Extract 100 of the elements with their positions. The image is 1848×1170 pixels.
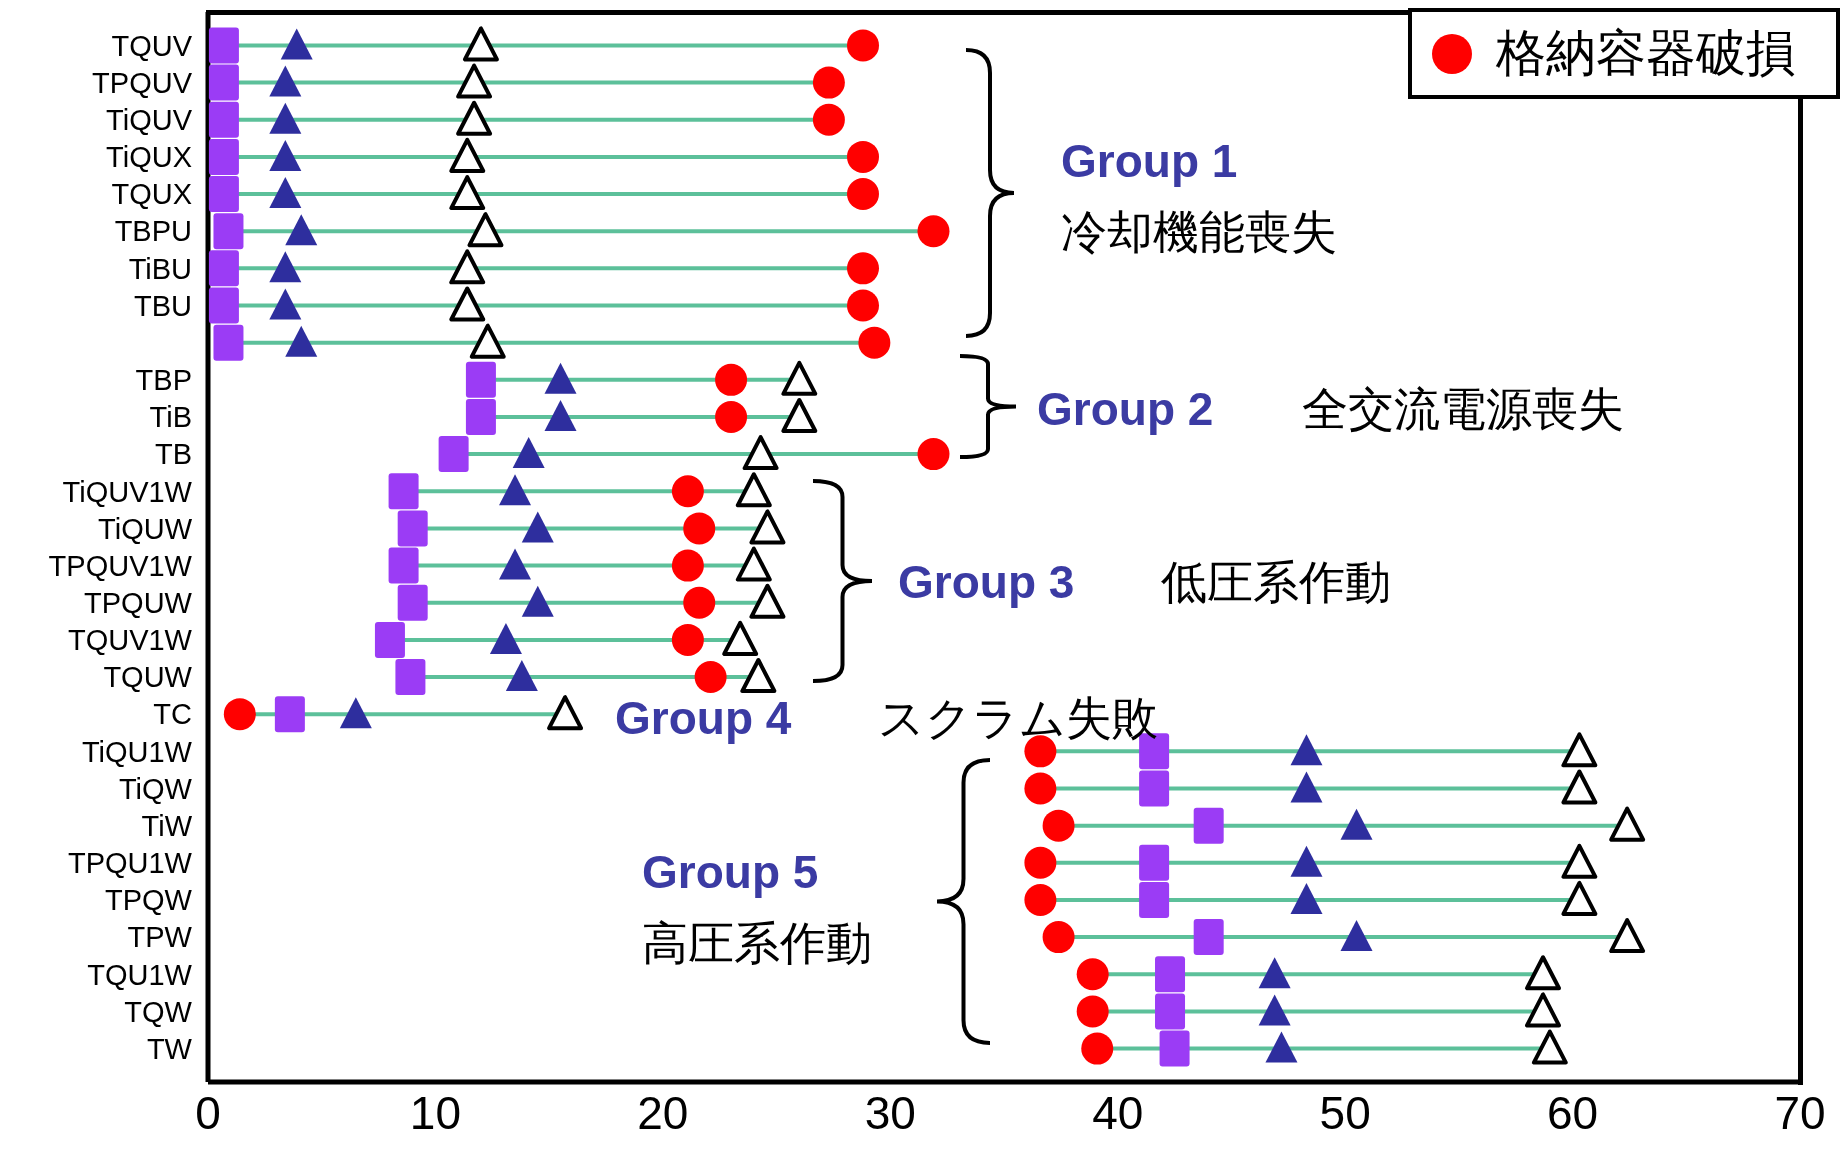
- point: [1024, 772, 1057, 805]
- point: [1340, 920, 1373, 952]
- point: [846, 29, 879, 62]
- point: [1609, 918, 1646, 954]
- point: [1265, 1031, 1298, 1063]
- point: [917, 215, 950, 248]
- point: [547, 695, 584, 731]
- y-tick-label: TiQUV1W: [62, 475, 193, 508]
- point: [269, 288, 302, 320]
- point: [280, 28, 313, 60]
- point: [742, 435, 779, 471]
- point: [1155, 956, 1186, 993]
- y-tick-label: TQUV: [111, 29, 193, 62]
- point: [456, 63, 493, 99]
- point: [846, 178, 879, 211]
- point: [846, 140, 879, 173]
- y-tick-label: TPQUV: [92, 66, 193, 99]
- y-tick-label: TiQUV: [106, 104, 193, 137]
- point: [208, 250, 239, 287]
- point: [512, 437, 545, 469]
- point: [917, 438, 950, 471]
- point: [269, 65, 302, 97]
- y-tick-label: TiBU: [128, 252, 192, 285]
- point: [269, 139, 302, 171]
- point: [521, 585, 554, 617]
- point: [722, 620, 759, 656]
- x-tick-label: 10: [409, 1086, 462, 1139]
- point: [1609, 806, 1646, 842]
- point: [339, 697, 372, 729]
- y-tick-label: TiB: [149, 401, 192, 434]
- point: [489, 622, 522, 654]
- x-tick-label: 20: [637, 1086, 689, 1139]
- y-tick-label: TQW: [124, 995, 193, 1028]
- point: [1561, 880, 1598, 916]
- point: [388, 473, 419, 510]
- point: [499, 474, 532, 506]
- point: [715, 400, 748, 433]
- point: [1525, 992, 1562, 1028]
- annotation: Group 1: [1061, 135, 1238, 187]
- point: [846, 289, 879, 322]
- y-tick-label: TBU: [134, 289, 192, 322]
- point: [223, 698, 256, 731]
- point: [208, 27, 239, 64]
- point: [285, 214, 318, 246]
- point: [749, 583, 786, 619]
- annotation: 高圧系作動: [642, 917, 872, 969]
- x-tick-label: 0: [195, 1086, 221, 1139]
- point: [1561, 769, 1598, 805]
- point: [1525, 955, 1562, 991]
- point: [449, 249, 486, 285]
- point: [456, 100, 493, 136]
- point: [469, 323, 506, 359]
- y-tick-label: TiQW: [118, 772, 193, 805]
- y-tick-label: TiQUX: [106, 141, 192, 174]
- point: [1290, 771, 1323, 803]
- point: [812, 103, 845, 136]
- point: [749, 509, 786, 545]
- point: [735, 472, 772, 508]
- point: [1561, 732, 1598, 768]
- point: [213, 324, 244, 361]
- y-tick-label: TiQU1W: [81, 735, 193, 768]
- point: [1024, 846, 1057, 879]
- y-tick-label: TQUV1W: [67, 624, 193, 657]
- point: [846, 252, 879, 285]
- point: [694, 661, 727, 694]
- point: [1290, 845, 1323, 877]
- y-tick-label: TPQU1W: [67, 847, 193, 880]
- point: [544, 362, 577, 394]
- point: [1531, 1029, 1568, 1065]
- point: [208, 138, 239, 175]
- point: [208, 287, 239, 324]
- annotation: Group 3: [898, 556, 1075, 608]
- point: [208, 64, 239, 101]
- x-tick-label: 60: [1546, 1086, 1599, 1139]
- point: [213, 213, 244, 250]
- y-tick-label: TBP: [135, 364, 192, 397]
- y-tick-label: TW: [146, 1032, 193, 1065]
- point: [374, 621, 405, 658]
- point: [544, 399, 577, 431]
- y-tick-label: TBPU: [114, 215, 192, 248]
- y-tick-label: TC: [153, 698, 192, 731]
- point: [1139, 844, 1170, 881]
- point: [1258, 994, 1291, 1026]
- y-tick-label: TPQUW: [84, 587, 193, 620]
- point: [274, 696, 305, 733]
- annotation: 冷却機能喪失: [1061, 206, 1337, 258]
- point: [858, 326, 891, 359]
- point: [388, 547, 419, 584]
- point: [1139, 770, 1170, 807]
- point: [1340, 808, 1373, 840]
- point: [438, 436, 469, 473]
- point: [449, 137, 486, 173]
- point: [397, 510, 428, 547]
- point: [269, 102, 302, 134]
- point: [812, 66, 845, 99]
- legend-label: 格納容器破損: [1496, 24, 1796, 83]
- point: [521, 511, 554, 543]
- point: [1193, 807, 1224, 844]
- point: [1159, 1030, 1190, 1067]
- y-tick-label: TiW: [141, 809, 193, 842]
